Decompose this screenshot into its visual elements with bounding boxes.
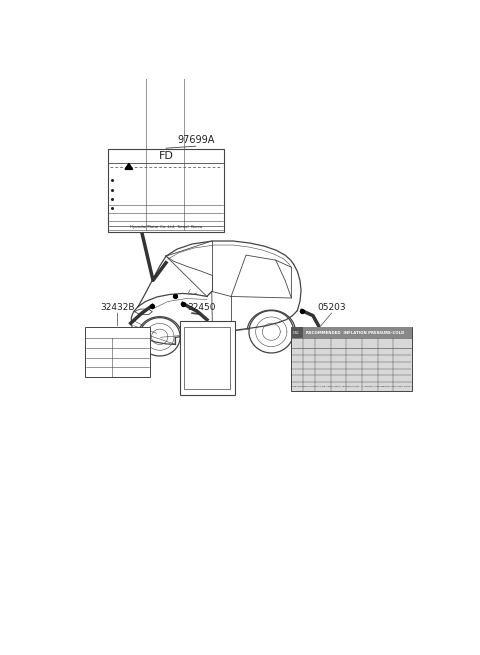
- Text: 32432B: 32432B: [100, 303, 135, 312]
- Bar: [184, 327, 230, 389]
- Bar: [180, 321, 235, 396]
- Text: F-NC: F-NC: [293, 331, 300, 335]
- Bar: [290, 327, 411, 339]
- Text: 97699A: 97699A: [177, 135, 215, 145]
- Text: 05203: 05203: [317, 303, 346, 312]
- Text: RECOMMENDED  INFLATION PRESSURE-COLD: RECOMMENDED INFLATION PRESSURE-COLD: [306, 331, 404, 335]
- Bar: [108, 149, 224, 233]
- Bar: [290, 327, 303, 339]
- Bar: [290, 327, 411, 391]
- Polygon shape: [125, 163, 132, 170]
- Text: Hyundai Motor Co.,Ltd.  Seoul  Korea: Hyundai Motor Co.,Ltd. Seoul Korea: [130, 225, 202, 229]
- Text: SEE OWNER'S MANUAL FOR ADDITIONAL INFORMATION.  A. GROSS AXLE WEIGHT NOT LESS TH: SEE OWNER'S MANUAL FOR ADDITIONAL INFORM…: [292, 386, 413, 387]
- Text: FD: FD: [158, 151, 173, 161]
- Bar: [85, 327, 150, 377]
- Text: 32450: 32450: [187, 303, 216, 312]
